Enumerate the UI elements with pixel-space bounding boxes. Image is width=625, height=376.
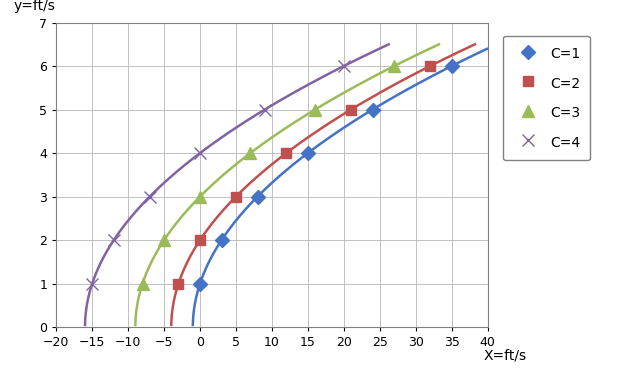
- C=4: [89, 281, 96, 286]
- C=2: [282, 151, 290, 155]
- Line: C=3: C=3: [137, 61, 399, 289]
- Legend: C=1, C=2, C=3, C=4: C=1, C=2, C=3, C=4: [503, 36, 590, 160]
- C=3: [196, 194, 204, 199]
- C=3: [311, 107, 319, 112]
- C=4: [146, 194, 154, 199]
- C=1: [254, 194, 261, 199]
- C=4: [340, 64, 348, 68]
- C=2: [175, 281, 182, 286]
- C=4: [261, 107, 269, 112]
- Text: y=ft/s: y=ft/s: [13, 0, 55, 14]
- Line: C=1: C=1: [195, 61, 456, 288]
- X-axis label: X=ft/s: X=ft/s: [483, 349, 526, 362]
- C=3: [390, 64, 398, 68]
- C=3: [246, 151, 254, 155]
- C=3: [160, 238, 168, 243]
- Line: C=4: C=4: [86, 60, 350, 290]
- C=2: [426, 64, 434, 68]
- C=2: [348, 107, 355, 112]
- C=4: [110, 238, 118, 243]
- C=1: [196, 281, 204, 286]
- C=2: [232, 194, 240, 199]
- C=1: [448, 64, 455, 68]
- C=4: [196, 151, 204, 155]
- C=2: [196, 238, 204, 243]
- C=1: [218, 238, 226, 243]
- C=3: [139, 281, 146, 286]
- C=1: [369, 107, 376, 112]
- C=1: [304, 151, 312, 155]
- Line: C=2: C=2: [174, 61, 435, 288]
